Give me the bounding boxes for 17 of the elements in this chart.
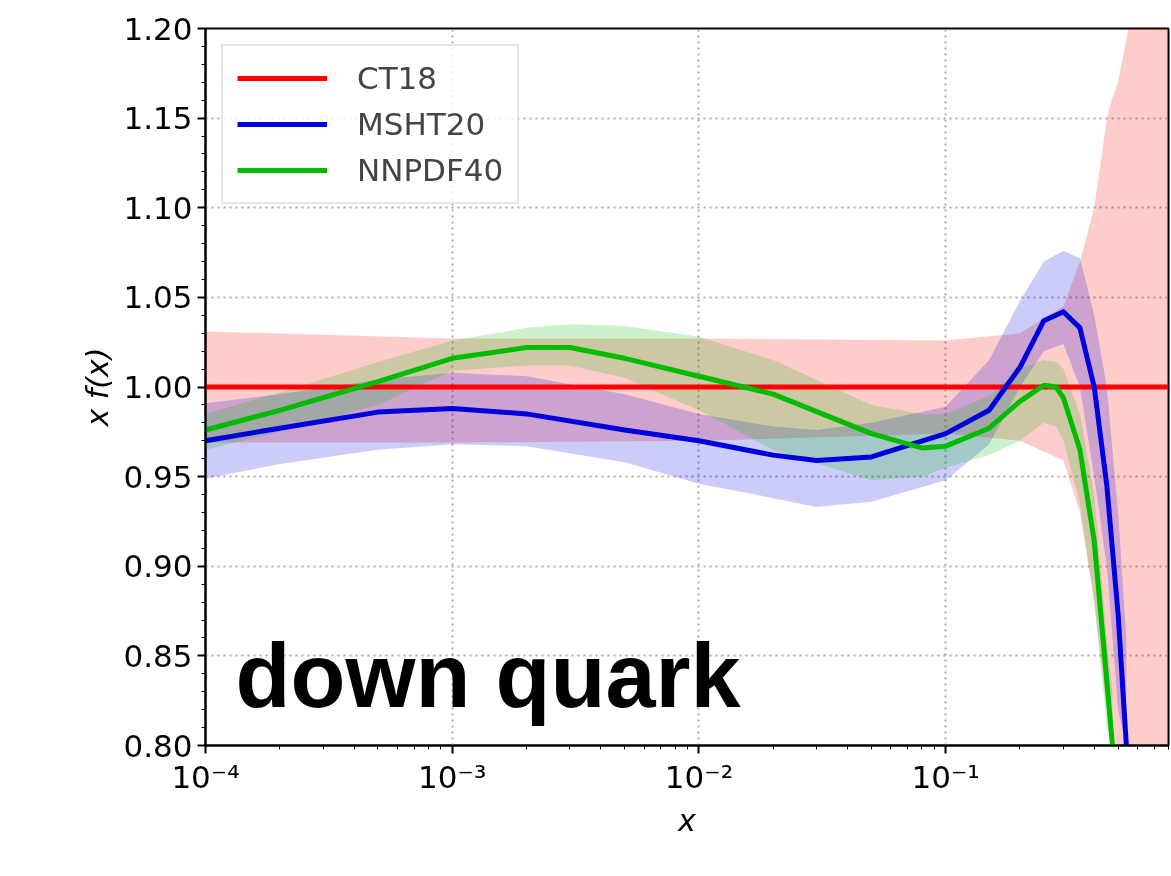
y-tick-label: 1.20 bbox=[123, 10, 193, 47]
legend-label: CT18 bbox=[357, 60, 438, 96]
x-tick-label: 10⁻² bbox=[664, 758, 734, 795]
legend-label: NNPDF40 bbox=[357, 152, 504, 188]
x-tick-label: 10⁻¹ bbox=[911, 758, 980, 795]
y-tick-label: 1.05 bbox=[123, 279, 193, 316]
y-tick-label: 1.00 bbox=[123, 369, 193, 405]
y-tick-label: 1.10 bbox=[123, 189, 193, 226]
y-tick-label: 0.95 bbox=[123, 458, 193, 495]
annotation: down quark bbox=[235, 625, 742, 726]
y-tick-label: 1.15 bbox=[123, 100, 193, 137]
legend-label: MSHT20 bbox=[357, 106, 486, 142]
x-axis-title: x bbox=[677, 802, 697, 838]
y-tick-label: 0.90 bbox=[123, 548, 193, 585]
y-tick-label: 0.85 bbox=[123, 637, 193, 674]
y-axis-title: x f(x) bbox=[80, 347, 116, 428]
x-tick-label: 10⁻³ bbox=[418, 758, 487, 795]
